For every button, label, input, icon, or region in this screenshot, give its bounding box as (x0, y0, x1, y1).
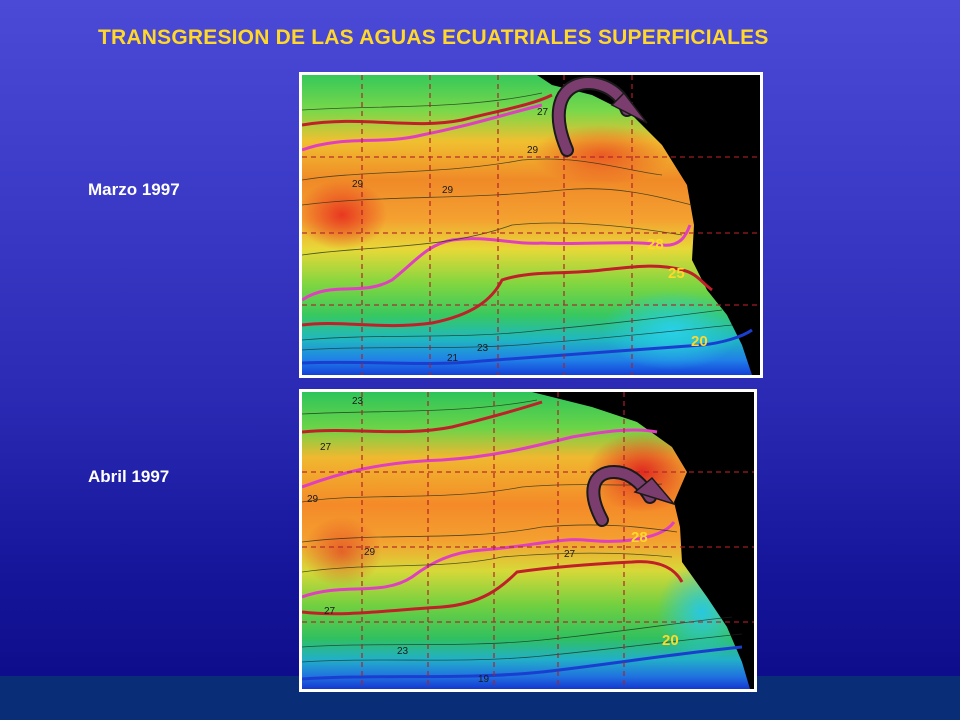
contour-27-north (302, 400, 543, 434)
isoline-number: 29 (352, 179, 364, 190)
sst-map-april-image: 23 27 29 29 27 27 23 19 28 20 (302, 392, 754, 689)
contour-28-south (302, 224, 692, 302)
isoline-number: 21 (447, 353, 459, 364)
contour-25-south (302, 560, 684, 616)
isoline-number: 29 (364, 547, 376, 558)
sst-map-march: 29 29 29 27 23 21 28 25 20 (299, 72, 763, 378)
contour-28-south (302, 521, 676, 599)
sst-map-april: 23 27 29 29 27 27 23 19 28 20 (299, 389, 757, 692)
isoline-number: 27 (320, 442, 332, 453)
isoline-number: 23 (397, 646, 409, 657)
contour-20-south (302, 328, 753, 366)
isoline-number: 23 (352, 396, 364, 407)
isoline-number: 27 (537, 107, 549, 118)
contour-label-28: 28 (647, 236, 664, 253)
contour-label-28: 28 (631, 529, 648, 546)
land-mask (537, 75, 760, 375)
isoline-number: 19 (478, 674, 490, 685)
contour-28-north (302, 103, 543, 152)
arrow-head-icon (610, 91, 648, 124)
curved-arrow-icon (553, 77, 632, 155)
contour-label-25: 25 (668, 265, 685, 282)
contour-27-north (302, 93, 553, 127)
land-mask (532, 392, 754, 689)
isoline-number: 27 (324, 606, 336, 617)
contour-28-north (302, 428, 658, 489)
isoline-number: 27 (564, 549, 576, 560)
contour-25-south (302, 264, 713, 328)
isoline-number: 29 (527, 145, 539, 156)
map-label-april: Abril 1997 (88, 467, 170, 486)
isoline-number: 29 (442, 185, 454, 196)
contour-label-20: 20 (691, 333, 708, 350)
arrow-head-icon (633, 476, 677, 506)
isoline-number: 29 (307, 494, 319, 505)
map-label-march: Marzo 1997 (88, 180, 180, 199)
sst-map-march-image: 29 29 29 27 23 21 28 25 20 (302, 75, 760, 375)
isoline-number: 23 (477, 343, 489, 354)
contour-20-south (302, 645, 743, 681)
slide-title: TRANSGRESION DE LAS AGUAS ECUATRIALES SU… (98, 26, 769, 49)
contour-label-20: 20 (662, 632, 679, 649)
